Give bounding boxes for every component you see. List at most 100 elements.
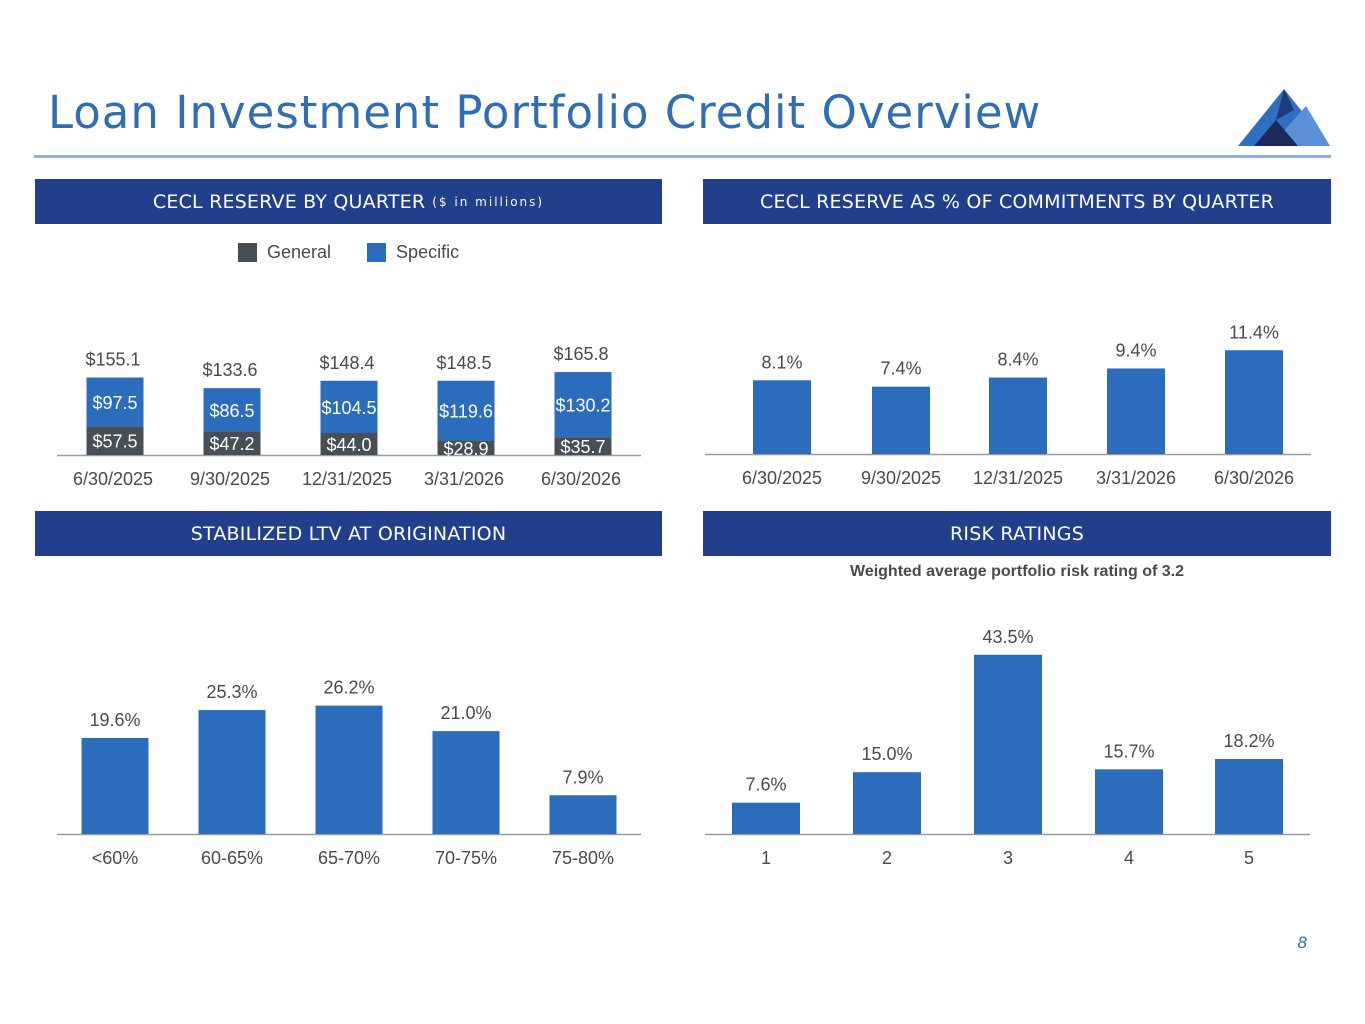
cecl_pct-bar bbox=[989, 377, 1047, 454]
cecl-reserve-bar-specific bbox=[554, 372, 612, 438]
legend-label-specific: Specific bbox=[396, 242, 460, 262]
cecl-reserve-header-title: CECL RESERVE BY QUARTER bbox=[152, 190, 426, 213]
legend-item-specific: Specific bbox=[367, 242, 459, 263]
risk-tick-label: 1 bbox=[761, 848, 771, 868]
cecl-reserve-header-unit: ($ in millions) bbox=[432, 194, 545, 209]
cecl_pct-data-label: 9.4% bbox=[1115, 340, 1156, 360]
cecl-reserve-bar-general bbox=[203, 431, 261, 455]
cecl-reserve-total-label: $155.1 bbox=[85, 350, 140, 370]
cecl_pct-data-label: 8.4% bbox=[997, 350, 1038, 370]
cecl-reserve-header: CECL RESERVE BY QUARTER ($ in millions) bbox=[35, 179, 662, 224]
ltv-tick-label: 75-80% bbox=[552, 848, 614, 868]
ltv-bar bbox=[81, 737, 149, 834]
ltv-header-title: STABILIZED LTV AT ORIGINATION bbox=[190, 522, 507, 545]
cecl-reserve-total-label: $165.8 bbox=[553, 344, 608, 364]
cecl-reserve-total-label: $148.4 bbox=[319, 353, 374, 373]
page-number: 8 bbox=[1297, 933, 1307, 952]
cecl-reserve-chart: $57.5 $97.5 $155.1 6/30/2025 $47.2 $86.5 $133.… bbox=[57, 344, 641, 489]
risk-data-label: 7.6% bbox=[745, 775, 786, 795]
cecl-reserve-specific-label: $86.5 bbox=[209, 401, 254, 421]
cecl-reserve-legend: General Specific bbox=[238, 242, 495, 263]
cecl_pct-tick-label: 3/31/2026 bbox=[1096, 468, 1176, 488]
risk-data-label: 15.0% bbox=[861, 744, 912, 764]
ltv-tick-label: 65-70% bbox=[318, 848, 380, 868]
cecl-reserve-bar-general bbox=[86, 426, 144, 455]
legend-swatch-general bbox=[238, 243, 257, 262]
cecl_pct-bar bbox=[1225, 350, 1283, 454]
title-divider bbox=[34, 155, 1331, 158]
cecl_pct-data-label: 8.1% bbox=[761, 352, 802, 372]
risk-bar bbox=[974, 654, 1042, 834]
cecl_pct-bar bbox=[753, 380, 811, 454]
risk-subtitle: Weighted average portfolio risk rating o… bbox=[850, 563, 1184, 580]
cecl_pct-tick-label: 6/30/2025 bbox=[742, 468, 822, 488]
cecl-reserve-tick-label: 12/31/2025 bbox=[302, 469, 392, 489]
cecl-pct-header-title: CECL RESERVE AS % OF COMMITMENTS BY QUAR… bbox=[759, 190, 1275, 213]
cecl-reserve-bar-specific bbox=[203, 388, 261, 432]
cecl-reserve-bar-specific bbox=[437, 380, 495, 441]
cecl-reserve-tick-label: 6/30/2025 bbox=[73, 469, 153, 489]
cecl_pct-tick-label: 12/31/2025 bbox=[973, 468, 1063, 488]
risk-tick-label: 5 bbox=[1244, 848, 1254, 868]
ltv-data-label: 7.9% bbox=[562, 767, 603, 787]
cecl-pct-header: CECL RESERVE AS % OF COMMITMENTS BY QUAR… bbox=[703, 179, 1331, 224]
risk-header-title: RISK RATINGS bbox=[950, 522, 1084, 545]
risk-tick-label: 3 bbox=[1003, 848, 1013, 868]
cecl-reserve-general-label: $28.9 bbox=[443, 439, 488, 459]
risk-bar bbox=[1095, 769, 1163, 834]
risk-header: RISK RATINGS bbox=[703, 511, 1331, 556]
cecl-reserve-bar-specific bbox=[86, 377, 144, 427]
cecl-reserve-bar-general bbox=[437, 440, 495, 455]
cecl-reserve-total-label: $148.5 bbox=[436, 353, 491, 373]
ltv-tick-label: 70-75% bbox=[435, 848, 497, 868]
cecl-pct-chart: 8.1% 6/30/2025 7.4% 9/30/2025 8.4% 12/31/2025… bbox=[705, 322, 1311, 488]
risk-data-label: 43.5% bbox=[982, 627, 1033, 647]
cecl-reserve-total-label: $133.6 bbox=[202, 360, 257, 380]
ltv-chart: 19.6% <60% 25.3% 60-65% 26.2% 65-70% 21.0% 70-7… bbox=[57, 678, 641, 868]
risk-tick-label: 4 bbox=[1124, 848, 1134, 868]
risk-bar bbox=[1215, 759, 1283, 834]
cecl-reserve-specific-label: $130.2 bbox=[555, 396, 610, 416]
cecl-reserve-tick-label: 3/31/2026 bbox=[424, 469, 504, 489]
cecl_pct-bar bbox=[1107, 368, 1165, 454]
ltv-data-label: 19.6% bbox=[89, 710, 140, 730]
cecl-reserve-general-label: $47.2 bbox=[209, 434, 254, 454]
risk-tick-label: 2 bbox=[882, 848, 892, 868]
risk-data-label: 15.7% bbox=[1103, 741, 1154, 761]
cecl_pct-data-label: 11.4% bbox=[1229, 322, 1279, 342]
cecl-reserve-general-label: $44.0 bbox=[326, 435, 371, 455]
cecl_pct-tick-label: 9/30/2025 bbox=[861, 468, 941, 488]
cecl-reserve-tick-label: 9/30/2025 bbox=[190, 469, 270, 489]
ltv-bar bbox=[432, 731, 500, 834]
mountain-logo-icon bbox=[1238, 89, 1330, 146]
cecl_pct-data-label: 7.4% bbox=[880, 359, 921, 379]
ltv-data-label: 25.3% bbox=[206, 682, 257, 702]
ltv-bar bbox=[315, 705, 383, 834]
cecl-reserve-bar-general bbox=[554, 437, 612, 455]
ltv-data-label: 26.2% bbox=[323, 678, 374, 698]
cecl-reserve-specific-label: $104.5 bbox=[321, 398, 376, 418]
cecl-reserve-specific-label: $119.6 bbox=[439, 402, 493, 422]
risk-bar bbox=[732, 802, 800, 834]
page-title: Loan Investment Portfolio Credit Overvie… bbox=[48, 86, 1042, 139]
ltv-header: STABILIZED LTV AT ORIGINATION bbox=[35, 511, 662, 556]
cecl-reserve-specific-label: $97.5 bbox=[92, 393, 137, 413]
cecl-reserve-bar-specific bbox=[320, 380, 378, 433]
risk-chart: 7.6% 1 15.0% 2 43.5% 3 15.7% 4 18.2% 5 bbox=[705, 627, 1310, 868]
cecl-reserve-general-label: $57.5 bbox=[92, 432, 137, 452]
ltv-tick-label: 60-65% bbox=[201, 848, 263, 868]
ltv-tick-label: <60% bbox=[92, 848, 139, 868]
legend-label-general: General bbox=[267, 242, 332, 262]
cecl-reserve-general-label: $35.7 bbox=[560, 437, 605, 457]
ltv-bar bbox=[549, 795, 617, 834]
ltv-data-label: 21.0% bbox=[440, 703, 491, 723]
cecl-reserve-tick-label: 6/30/2026 bbox=[541, 469, 621, 489]
cecl-reserve-bar-general bbox=[320, 433, 378, 455]
cecl_pct-bar bbox=[872, 386, 930, 454]
cecl_pct-tick-label: 6/30/2026 bbox=[1214, 468, 1294, 488]
risk-data-label: 18.2% bbox=[1223, 731, 1274, 751]
legend-item-general: General bbox=[238, 242, 331, 263]
ltv-bar bbox=[198, 710, 266, 834]
legend-swatch-specific bbox=[367, 243, 387, 262]
risk-bar bbox=[853, 772, 921, 834]
